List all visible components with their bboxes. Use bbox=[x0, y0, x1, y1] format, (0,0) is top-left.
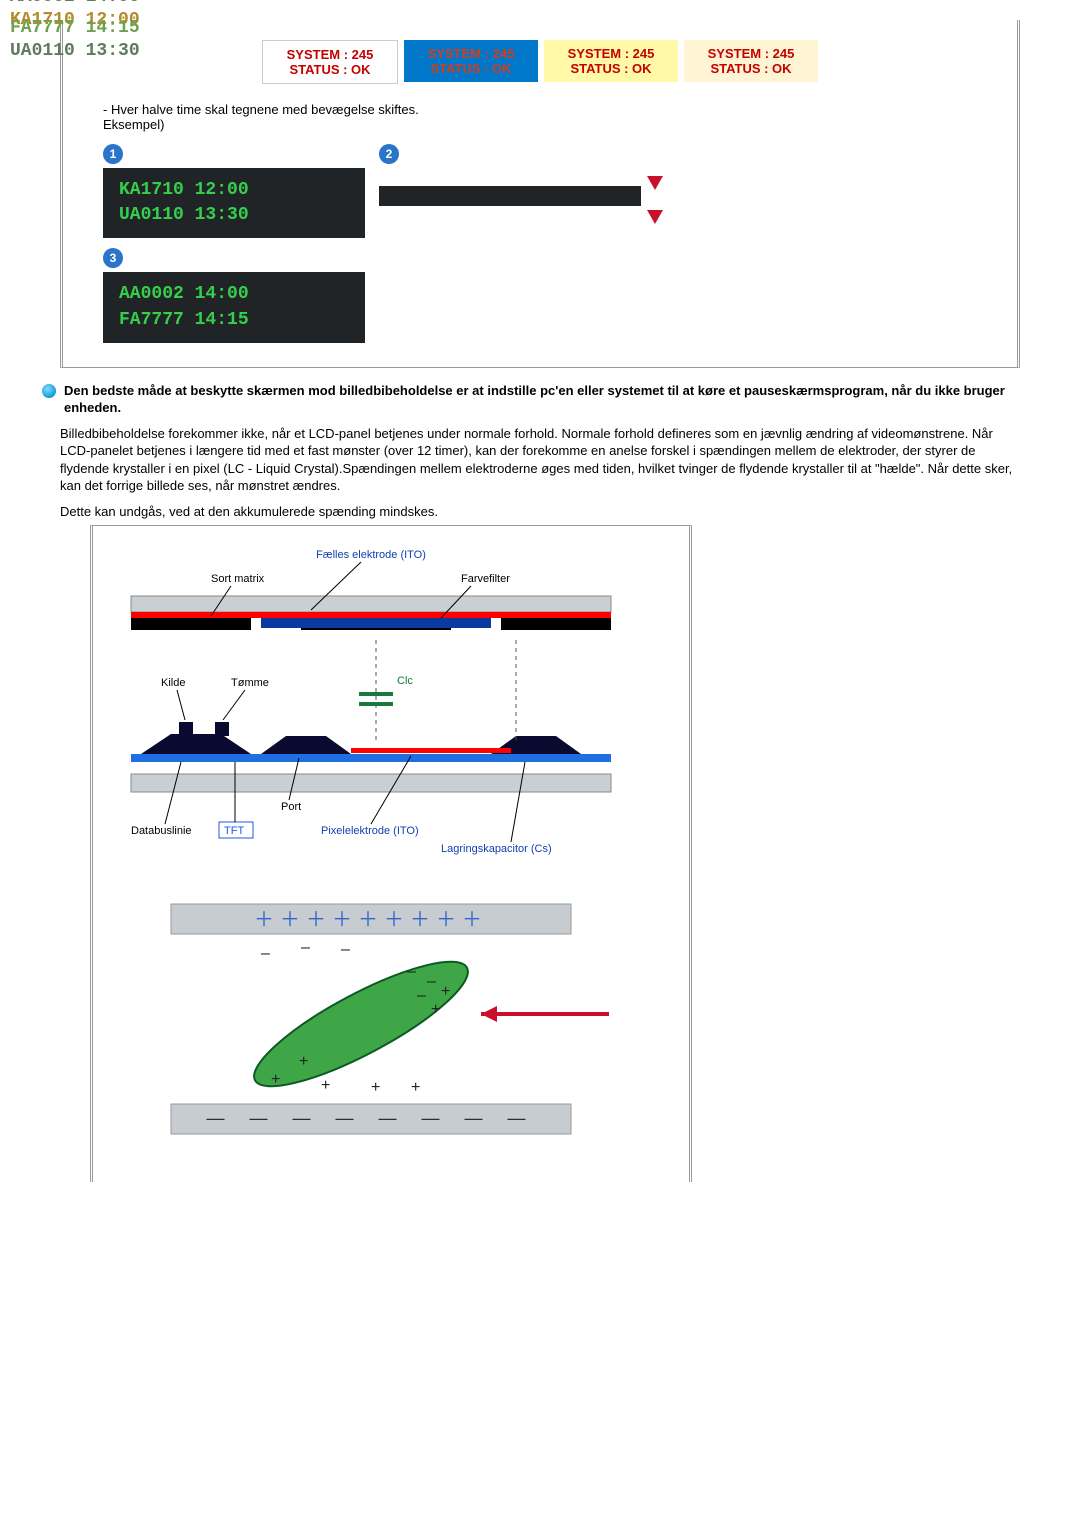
example-1: 1 KA1710 12:00 UA0110 13:30 bbox=[103, 144, 365, 238]
badge-1: 1 bbox=[103, 144, 123, 164]
svg-text:Farvefilter: Farvefilter bbox=[461, 573, 510, 585]
example-2: 2 AA0002 14:00 KA1710 12:00 FA7777 14:15… bbox=[379, 144, 663, 238]
status-row: SYSTEM : 245 STATUS : OK SYSTEM : 245 ST… bbox=[103, 40, 977, 84]
svg-text:+: + bbox=[271, 1071, 280, 1088]
svg-text:–: – bbox=[417, 987, 426, 1004]
svg-text:Sort matrix: Sort matrix bbox=[211, 573, 265, 585]
examples-block: 1 KA1710 12:00 UA0110 13:30 2 AA0002 14:… bbox=[103, 144, 977, 343]
flight-board-1: KA1710 12:00 UA0110 13:30 bbox=[103, 168, 365, 238]
svg-text:+: + bbox=[371, 1079, 380, 1096]
svg-text:Fælles elektrode (ITO): Fælles elektrode (ITO) bbox=[316, 549, 426, 561]
flight-line: FA7777 14:15 bbox=[10, 17, 140, 40]
flight-board-2-scrolling: AA0002 14:00 KA1710 12:00 FA7777 14:15 U… bbox=[379, 186, 641, 206]
svg-text:–: – bbox=[407, 963, 416, 980]
status-cell-3: SYSTEM : 245 STATUS : OK bbox=[544, 40, 678, 82]
arrow-down-icon bbox=[647, 176, 663, 190]
flight-board-3: AA0002 14:00 FA7777 14:15 bbox=[103, 272, 365, 342]
svg-text:Databuslinie: Databuslinie bbox=[131, 825, 192, 837]
flight-line: KA1710 12:00 bbox=[119, 178, 349, 203]
status-cell-1: SYSTEM : 245 STATUS : OK bbox=[262, 40, 398, 84]
svg-text:＋＋＋＋＋＋＋＋＋: ＋＋＋＋＋＋＋＋＋ bbox=[254, 909, 488, 931]
system-label: SYSTEM : 245 bbox=[568, 46, 655, 61]
hint-line-1: - Hver halve time skal tegnene med bevæg… bbox=[103, 102, 419, 117]
scroll-arrows bbox=[647, 168, 663, 224]
status-cell-4: SYSTEM : 245 STATUS : OK bbox=[684, 40, 818, 82]
lcd-diagram: Fælles elektrode (ITO) Sort matrix Farvefi… bbox=[111, 544, 631, 1164]
flight-line: FA7777 14:15 bbox=[119, 308, 349, 333]
svg-text:Lagringskapacitor (Cs): Lagringskapacitor (Cs) bbox=[441, 843, 552, 855]
svg-text:–: – bbox=[261, 945, 270, 962]
status-cell-2: SYSTEM : 245 STATUS : OK bbox=[404, 40, 538, 82]
svg-text:Tømme: Tømme bbox=[231, 677, 269, 689]
system-label: SYSTEM : 245 bbox=[708, 46, 795, 61]
status-label: STATUS : OK bbox=[430, 61, 511, 76]
svg-text:Kilde: Kilde bbox=[161, 677, 185, 689]
paragraph-1: Billedbibeholdelse forekommer ikke, når … bbox=[60, 425, 1020, 495]
bullet-point: Den bedste måde at beskytte skærmen mod … bbox=[42, 382, 1020, 417]
paragraph-2: Dette kan undgås, ved at den akkumulered… bbox=[60, 503, 1020, 521]
diagram-frame: Fælles elektrode (ITO) Sort matrix Farvefi… bbox=[90, 525, 692, 1182]
svg-text:Pixelelektrode (ITO): Pixelelektrode (ITO) bbox=[321, 825, 419, 837]
svg-text:— — — — — — — —: — — — — — — — — bbox=[206, 1108, 535, 1128]
badge-3: 3 bbox=[103, 248, 123, 268]
svg-text:Clc: Clc bbox=[397, 675, 413, 687]
hint-text: - Hver halve time skal tegnene med bevæg… bbox=[103, 102, 977, 132]
info-bullet-icon bbox=[42, 384, 56, 398]
svg-text:+: + bbox=[411, 1079, 420, 1096]
status-label: STATUS : OK bbox=[289, 62, 370, 77]
svg-text:+: + bbox=[321, 1077, 330, 1094]
example-3: 3 AA0002 14:00 FA7777 14:15 bbox=[103, 248, 977, 342]
flight-line-fade: UA0110 13:30 bbox=[10, 40, 140, 63]
system-label: SYSTEM : 245 bbox=[428, 46, 515, 61]
hint-line-2: Eksempel) bbox=[103, 117, 164, 132]
svg-text:–: – bbox=[301, 939, 310, 956]
svg-text:+: + bbox=[299, 1053, 308, 1070]
flight-line: UA0110 13:30 bbox=[119, 203, 349, 228]
flight-line: AA0002 14:00 bbox=[119, 282, 349, 307]
arrow-down-icon bbox=[647, 210, 663, 224]
svg-text:+: + bbox=[441, 983, 450, 1000]
flight-line-fade: AA0002 14:00 bbox=[10, 0, 140, 9]
bullet-text: Den bedste måde at beskytte skærmen mod … bbox=[64, 382, 1020, 417]
badge-2: 2 bbox=[379, 144, 399, 164]
status-label: STATUS : OK bbox=[570, 61, 651, 76]
svg-text:Port: Port bbox=[281, 801, 301, 813]
system-label: SYSTEM : 245 bbox=[287, 47, 374, 62]
svg-text:+: + bbox=[431, 1001, 440, 1018]
svg-text:–: – bbox=[341, 941, 350, 958]
status-label: STATUS : OK bbox=[710, 61, 791, 76]
example-panel: SYSTEM : 245 STATUS : OK SYSTEM : 245 ST… bbox=[60, 20, 1020, 368]
svg-text:TFT: TFT bbox=[224, 825, 244, 837]
svg-text:–: – bbox=[427, 973, 436, 990]
